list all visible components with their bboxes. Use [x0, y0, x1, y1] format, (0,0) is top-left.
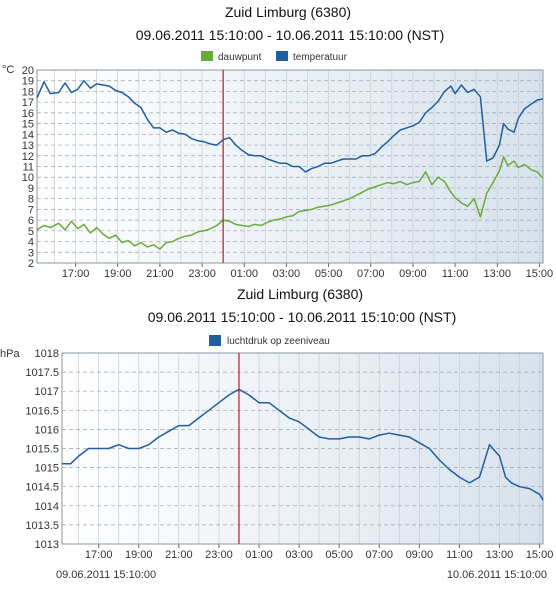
chart-2-subtitle: 09.06.2011 15:10:00 - 10.06.2011 15:10:0…	[148, 309, 457, 325]
y-tick-label: 14	[22, 129, 34, 141]
y-tick-label: 1015	[35, 463, 59, 475]
x-tick-label: 09:00	[399, 268, 427, 280]
x-tick-label: 23:00	[205, 549, 233, 561]
chart-1-unit-label: °C	[2, 64, 14, 76]
chart-2-unit-label: hPa	[0, 348, 20, 360]
x-tick-label: 19:00	[104, 268, 132, 280]
chart-2-start-label: 09.06.2011 15:10:00	[56, 569, 156, 581]
chart-1-title: Zuid Limburg (6380)	[225, 4, 351, 20]
legend-label-dauwpunt: dauwpunt	[218, 52, 262, 63]
pressure-chart: Zuid Limburg (6380) 09.06.2011 15:10:00 …	[0, 286, 553, 581]
y-tick-label: 1014	[35, 501, 59, 513]
y-tick-label: 4	[28, 237, 34, 249]
x-tick-label: 17:00	[62, 268, 90, 280]
x-tick-label: 03:00	[273, 268, 301, 280]
series-line-temperatuur	[36, 79, 544, 173]
y-tick-label: 6	[28, 215, 34, 227]
x-tick-label: 13:00	[486, 549, 514, 561]
y-tick-label: 19	[22, 76, 34, 88]
y-tick-label: 1018	[35, 348, 59, 360]
y-tick-label: 1013	[35, 539, 59, 551]
legend-label-luchtdruk: luchtdruk op zeeniveau	[227, 336, 330, 347]
series-line-dauwpunt	[36, 156, 544, 250]
x-tick-label: 15:00	[526, 549, 554, 561]
legend-swatch-dauwpunt	[201, 51, 213, 61]
chart-2-end-label: 10.06.2011 15:10:00	[447, 569, 547, 581]
y-tick-label: 1017.5	[25, 367, 59, 379]
x-tick-label: 07:00	[365, 549, 393, 561]
y-tick-label: 9	[28, 183, 34, 195]
y-tick-label: 15	[22, 119, 34, 131]
y-tick-label: 2	[28, 258, 34, 270]
x-tick-label: 05:00	[315, 268, 343, 280]
chart-1-subtitle: 09.06.2011 15:10:00 - 10.06.2011 15:10:0…	[136, 27, 445, 43]
y-tick-label: 10	[22, 172, 34, 184]
x-tick-label: 03:00	[285, 549, 313, 561]
chart-2-plot-area: 1013 1013.5 1014 1014.5 1015 1015.5 1016 1016.5…	[25, 348, 553, 561]
x-tick-label: 05:00	[325, 549, 353, 561]
x-tick-label: 23:00	[188, 268, 216, 280]
y-tick-label: 5	[28, 226, 34, 238]
y-tick-label: 1016	[35, 424, 59, 436]
y-tick-label: 1017	[35, 386, 59, 398]
x-tick-label: 11:00	[446, 549, 473, 561]
chart-1-legend: dauwpunt temperatuur	[201, 51, 348, 63]
x-tick-label: 21:00	[165, 549, 193, 561]
y-tick-label: 1014.5	[25, 482, 59, 494]
y-tick-label: 16	[22, 108, 34, 120]
y-tick-label: 3	[28, 247, 34, 259]
chart-2-legend: luchtdruk op zeeniveau	[209, 335, 330, 347]
y-tick-label: 1013.5	[25, 520, 59, 532]
legend-label-temperatuur: temperatuur	[293, 52, 348, 63]
x-tick-label: 17:00	[85, 549, 113, 561]
x-tick-label: 19:00	[125, 549, 153, 561]
x-tick-label: 13:00	[483, 268, 511, 280]
y-tick-label: 12	[22, 151, 34, 163]
plot-frame	[61, 352, 544, 545]
x-tick-label: 09:00	[406, 549, 434, 561]
y-tick-label: 11	[23, 162, 34, 174]
x-tick-label: 01:00	[230, 268, 258, 280]
y-tick-label: 20	[22, 65, 34, 77]
chart-2-title: Zuid Limburg (6380)	[237, 286, 363, 302]
x-tick-label: 01:00	[245, 549, 273, 561]
plot-frame	[36, 69, 544, 264]
temperature-chart: Zuid Limburg (6380) 09.06.2011 15:10:00 …	[2, 4, 553, 280]
legend-swatch-temperatuur	[276, 51, 288, 61]
x-tick-label: 07:00	[357, 268, 385, 280]
y-tick-label: 1015.5	[25, 444, 59, 456]
y-tick-label: 18	[22, 86, 34, 98]
y-tick-label: 1016.5	[25, 405, 59, 417]
x-tick-label: 15:00	[526, 268, 554, 280]
x-tick-label: 21:00	[146, 268, 174, 280]
y-tick-label: 17	[22, 97, 34, 109]
series-line-luchtdruk-op-zeeniveau	[62, 388, 544, 501]
y-tick-label: 7	[28, 204, 34, 216]
legend-swatch-luchtdruk	[209, 335, 221, 346]
y-tick-label: 13	[22, 140, 34, 152]
y-tick-label: 8	[28, 194, 34, 206]
x-tick-label: 11:00	[442, 268, 469, 280]
